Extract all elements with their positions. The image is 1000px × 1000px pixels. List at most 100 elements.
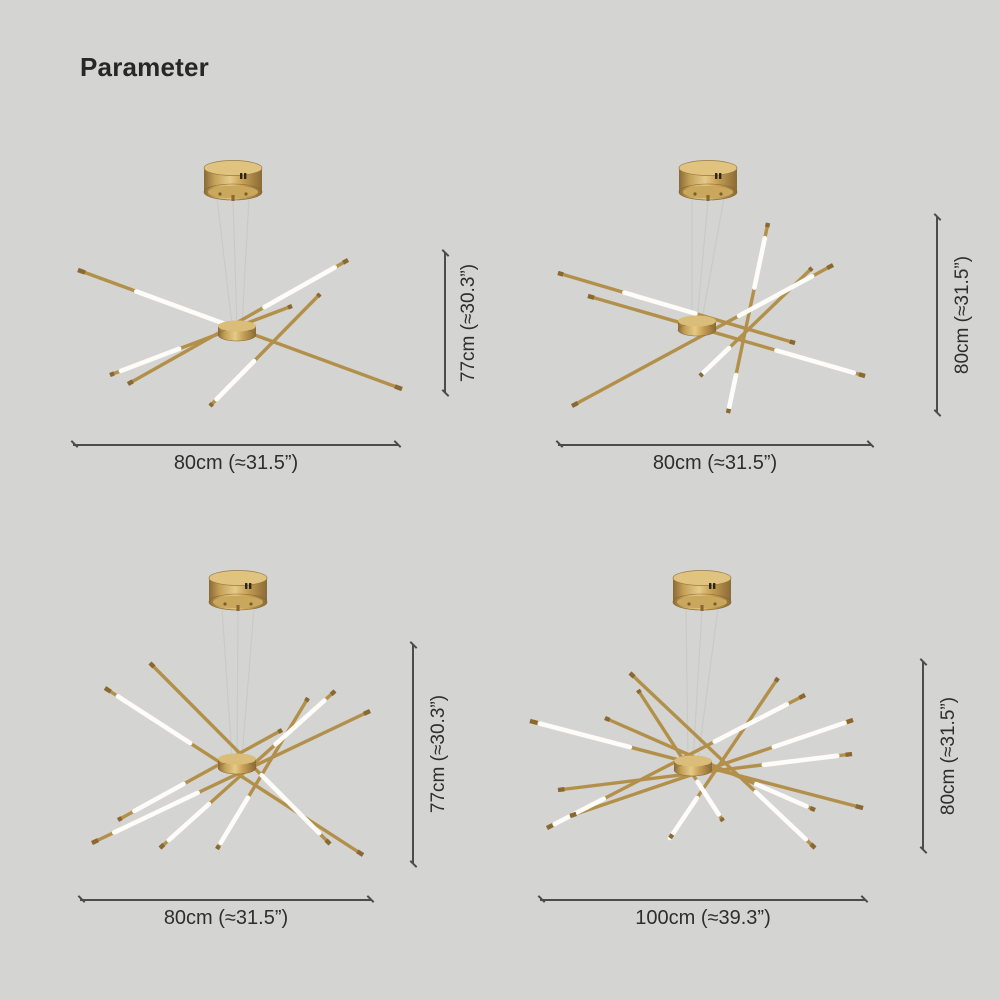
width-dimension-line-2 xyxy=(558,444,872,446)
rod-end-cap xyxy=(126,379,134,386)
led-tube xyxy=(753,789,809,842)
rod-end-cap xyxy=(570,400,579,408)
rod-end-cap xyxy=(858,372,866,379)
led-tube xyxy=(761,753,840,768)
rod-end-cap xyxy=(808,266,814,272)
led-tube xyxy=(774,348,857,376)
led-tube xyxy=(712,702,790,744)
chandelier-image-1 xyxy=(77,160,403,408)
led-tube xyxy=(262,265,338,310)
hub xyxy=(217,753,257,775)
led-tube xyxy=(695,779,722,817)
led-tube xyxy=(166,801,212,843)
rod-end-cap xyxy=(764,222,771,228)
height-dimension-label-2: 80cm (≈31.5”) xyxy=(952,255,973,375)
ceiling-canopy xyxy=(208,570,268,611)
suspension-wires xyxy=(221,607,255,761)
rod-end-cap xyxy=(324,838,332,846)
chandelier-image-2 xyxy=(557,160,866,414)
rod-end-cap xyxy=(587,293,595,300)
height-dimension-line-4 xyxy=(922,662,924,850)
rod-end-cap xyxy=(845,751,853,757)
led-tube xyxy=(214,358,257,402)
led-tube xyxy=(667,795,700,841)
rod-end-cap xyxy=(148,661,156,669)
rod-end-cap xyxy=(287,303,293,310)
led-tube xyxy=(552,796,607,827)
chandelier-image-4 xyxy=(529,570,864,850)
rod-end-cap xyxy=(158,842,166,850)
rod-end-cap xyxy=(277,728,284,734)
ceiling-canopy xyxy=(678,160,738,201)
suspension-wires xyxy=(685,607,719,763)
rod-end-cap xyxy=(855,803,864,811)
rod-end-cap xyxy=(725,408,732,414)
rod-end-cap xyxy=(342,258,350,265)
height-dimension-line-1 xyxy=(444,253,446,393)
led-tube xyxy=(771,720,847,750)
rod-end-cap xyxy=(215,844,221,851)
led-tube xyxy=(752,235,768,290)
page-title: Parameter xyxy=(80,52,209,82)
rod-end-cap xyxy=(557,270,564,277)
led-tube xyxy=(134,289,236,330)
rod-end-cap xyxy=(77,267,86,275)
width-dimension-label-1: 80cm (≈31.5”) xyxy=(173,452,299,474)
rod-end-cap xyxy=(557,787,565,793)
led-tube xyxy=(111,790,200,835)
hub xyxy=(673,755,713,777)
width-dimension-label-2: 80cm (≈31.5”) xyxy=(652,452,778,474)
rod-end-cap xyxy=(569,811,577,819)
width-dimension-label-3: 80cm (≈31.5”) xyxy=(163,907,289,929)
rod-end-cap xyxy=(91,838,100,845)
led-tube xyxy=(736,273,815,319)
rod-end-cap xyxy=(809,842,817,850)
rod-end-cap xyxy=(208,401,214,408)
rod-end-cap xyxy=(789,339,796,346)
rod-end-cap xyxy=(316,292,322,299)
light-rods xyxy=(557,222,866,414)
rod-end-cap xyxy=(668,833,675,840)
rod-end-cap xyxy=(798,693,807,700)
led-tube xyxy=(218,795,251,846)
rod-end-cap xyxy=(394,384,403,392)
hub xyxy=(217,320,257,342)
height-dimension-label-3: 77cm (≈30.3”) xyxy=(428,694,449,814)
led-tube xyxy=(726,372,739,410)
led-tube xyxy=(273,698,327,747)
rod-end-cap xyxy=(604,715,611,723)
rod-end-cap xyxy=(103,686,112,694)
rod-end-cap xyxy=(529,718,538,726)
height-dimension-label-4: 80cm (≈31.5”) xyxy=(938,696,959,816)
rod-end-cap xyxy=(826,263,835,271)
suspension-wires xyxy=(216,197,250,328)
led-tube xyxy=(118,346,182,374)
rod-end-cap xyxy=(545,823,554,830)
height-dimension-line-2 xyxy=(936,217,938,413)
width-dimension-label-4: 100cm (≈39.3”) xyxy=(635,907,771,929)
ceiling-canopy xyxy=(672,570,732,611)
height-dimension-label-1: 77cm (≈30.3”) xyxy=(458,263,479,383)
rod-end-cap xyxy=(356,849,365,857)
chandelier-image-3 xyxy=(91,570,371,857)
rod-end-cap xyxy=(109,371,115,378)
width-dimension-line-3 xyxy=(80,899,372,901)
rod-end-cap xyxy=(304,696,310,703)
rod-end-cap xyxy=(719,816,725,823)
ceiling-canopy xyxy=(203,160,263,201)
rod-end-cap xyxy=(636,688,642,695)
rod-end-cap xyxy=(329,689,337,697)
led-tube xyxy=(115,694,193,746)
suspension-wires xyxy=(691,197,725,323)
led-tube xyxy=(622,290,698,316)
rod-end-cap xyxy=(116,816,123,822)
rod-end-cap xyxy=(362,709,371,716)
led-tube xyxy=(537,721,633,750)
rod-end-cap xyxy=(809,805,816,813)
rod-end-cap xyxy=(846,717,854,725)
led-tube xyxy=(132,781,186,814)
led-tube xyxy=(699,345,732,377)
width-dimension-line-4 xyxy=(540,899,866,901)
width-dimension-line-1 xyxy=(73,444,399,446)
height-dimension-line-3 xyxy=(412,645,414,864)
